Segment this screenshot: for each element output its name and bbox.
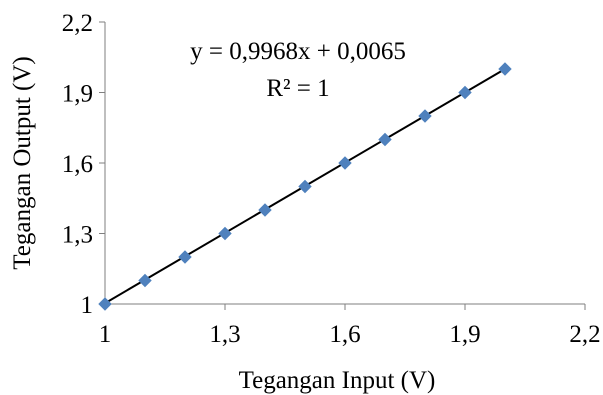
y-tick-label: 1,9 <box>62 81 93 108</box>
x-axis-title: Tegangan Input (V) <box>239 367 436 394</box>
y-tick-label: 1,6 <box>62 151 93 178</box>
x-tick-label: 1 <box>99 321 112 348</box>
y-tick-label: 2,2 <box>62 10 93 37</box>
data-points <box>98 62 512 311</box>
data-point <box>138 273 152 288</box>
y-tick-label: 1,3 <box>62 222 93 249</box>
data-point <box>498 62 512 76</box>
data-point <box>298 179 312 194</box>
y-axis-title: Tegangan Output (V) <box>9 56 36 269</box>
data-point <box>218 226 232 241</box>
tick-labels: 1 1,3 1,6 1,9 2,2 1 1,3 1,6 1,9 2,2 <box>62 10 601 348</box>
r-squared-label: R² = 1 <box>266 75 329 102</box>
data-point <box>98 297 112 311</box>
x-tick-label: 2,2 <box>569 321 600 348</box>
x-tick-label: 1,6 <box>329 321 360 348</box>
x-tick-label: 1,9 <box>449 321 480 348</box>
y-tick-label: 1 <box>81 292 94 319</box>
equation-label: y = 0,9968x + 0,0065 <box>190 38 406 65</box>
data-point <box>258 203 272 217</box>
data-point <box>378 132 392 147</box>
data-point <box>178 250 192 264</box>
data-point <box>458 85 472 100</box>
data-point <box>338 156 352 170</box>
data-point <box>418 109 432 123</box>
x-tick-label: 1,3 <box>209 321 240 348</box>
